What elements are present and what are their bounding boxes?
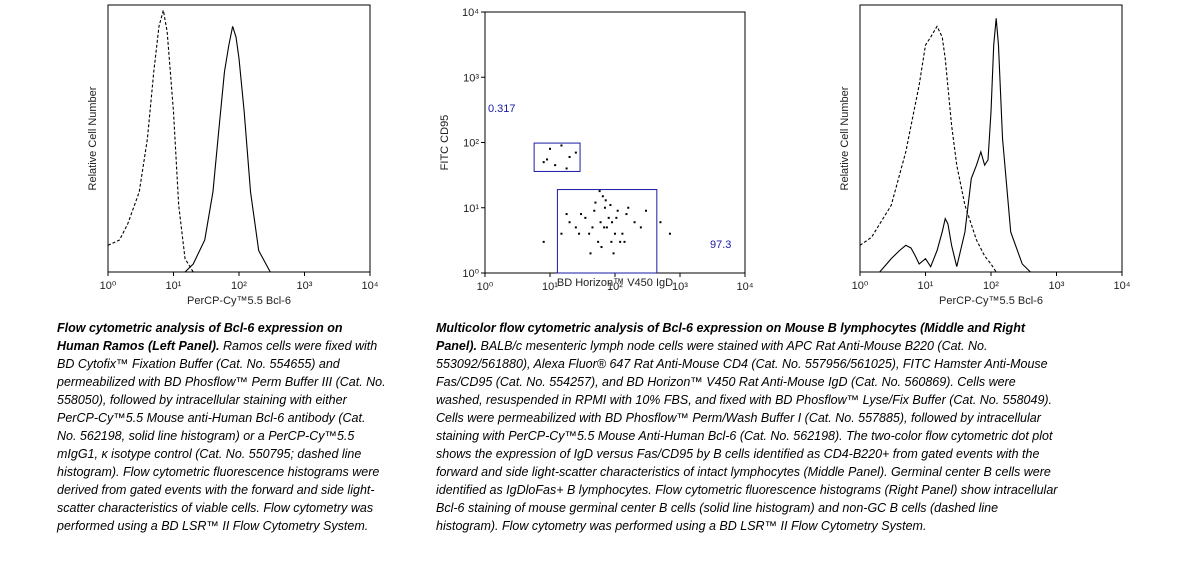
x-axis-label: PerCP-Cy™5.5 Bcl-6: [939, 295, 1043, 307]
x-tick-label: 10²: [231, 280, 247, 292]
dot: [639, 226, 642, 229]
dot: [589, 252, 592, 255]
dot: [542, 161, 545, 164]
y-tick-label: 10⁰: [462, 268, 479, 280]
dot: [659, 221, 662, 224]
dot: [597, 240, 600, 243]
dot: [611, 221, 614, 224]
dot: [627, 206, 630, 209]
dot: [607, 216, 610, 219]
caption-left: Flow cytometric analysis of Bcl-6 expres…: [57, 319, 387, 535]
x-tick-label: 10⁰: [477, 281, 494, 293]
dot: [568, 155, 571, 158]
dot: [625, 213, 628, 216]
dot: [610, 240, 613, 243]
y-tick-label: 10²: [463, 138, 479, 150]
dot: [621, 232, 624, 235]
x-tick-label: 10⁴: [1114, 280, 1131, 292]
dot: [584, 216, 587, 219]
dot: [604, 199, 607, 202]
dot: [542, 240, 545, 243]
plot-frame: [859, 4, 1123, 273]
x-tick-label: 10²: [983, 280, 999, 292]
dot: [619, 240, 622, 243]
y-axis-label: Relative Cell Number: [839, 86, 851, 190]
caption-right: Multicolor flow cytometric analysis of B…: [436, 319, 1061, 535]
dot: [565, 213, 568, 216]
dot: [614, 232, 616, 235]
dot: [609, 204, 612, 207]
x-tick-label: 10²: [607, 281, 623, 293]
histogram-line: [184, 26, 271, 273]
dot: [591, 226, 594, 229]
x-tick-label: 10¹: [542, 281, 558, 293]
y-tick-label: 10⁴: [462, 7, 479, 19]
histogram-line: [859, 25, 997, 273]
dot: [560, 232, 563, 235]
caption-body: BALB/c mesenteric lymph node cells were …: [436, 339, 1058, 533]
dot: [580, 213, 583, 216]
dot: [623, 240, 626, 243]
dot: [601, 195, 604, 198]
dot: [598, 190, 601, 193]
dot: [594, 201, 597, 204]
dot: [574, 226, 577, 229]
caption-body: Ramos cells were fixed with BD Cytofix™ …: [57, 339, 386, 533]
dot: [603, 206, 606, 209]
caption-heading: Multicolor flow cytometric analysis of B…: [436, 321, 1025, 353]
y-axis-label: FITC CD95: [439, 115, 451, 171]
gate-percent: 0.317: [488, 103, 516, 115]
x-axis-label: BD Horizon™ V450 IgD: [557, 277, 673, 289]
gate: [533, 142, 581, 172]
dot: [549, 147, 551, 150]
x-tick-label: 10¹: [166, 280, 182, 292]
x-tick-label: 10⁰: [100, 280, 117, 292]
y-axis-label: Relative Cell Number: [87, 86, 99, 190]
dot: [599, 221, 602, 224]
dot: [593, 209, 596, 212]
dot: [565, 167, 568, 170]
gate-percent: 97.3: [710, 239, 731, 251]
dot: [633, 221, 636, 224]
dot: [560, 144, 563, 147]
y-tick-label: 10¹: [463, 203, 479, 215]
histogram-line: [860, 18, 1031, 273]
dot: [603, 226, 606, 229]
gate: [556, 189, 658, 274]
y-tick-label: 10³: [463, 72, 479, 84]
caption-heading: Flow cytometric analysis of Bcl-6 expres…: [57, 321, 343, 353]
plot-frame: [107, 4, 371, 273]
dot: [574, 151, 577, 154]
dot: [588, 232, 591, 235]
dot: [668, 232, 671, 235]
x-tick-label: 10¹: [918, 280, 934, 292]
x-tick-label: 10⁴: [737, 281, 754, 293]
dot: [546, 158, 549, 161]
dot: [568, 221, 571, 224]
x-tick-label: 10³: [1049, 280, 1065, 292]
x-axis-label: PerCP-Cy™5.5 Bcl-6: [187, 295, 291, 307]
dot: [554, 164, 557, 167]
dot: [578, 232, 581, 235]
x-tick-label: 10⁴: [362, 280, 379, 292]
dot: [612, 252, 615, 255]
histogram-line: [107, 10, 194, 273]
dot: [645, 209, 648, 212]
dot: [616, 209, 619, 212]
x-tick-label: 10³: [297, 280, 313, 292]
x-tick-label: 10³: [672, 281, 688, 293]
dot: [600, 246, 603, 249]
dot: [605, 226, 608, 229]
charts: 10⁰ 10¹ 10² 10³ 10⁴ PerCP-Cy™5.5 Bcl-6 Relativ…: [87, 4, 1131, 307]
dot: [615, 216, 618, 219]
x-tick-label: 10⁰: [852, 280, 869, 292]
